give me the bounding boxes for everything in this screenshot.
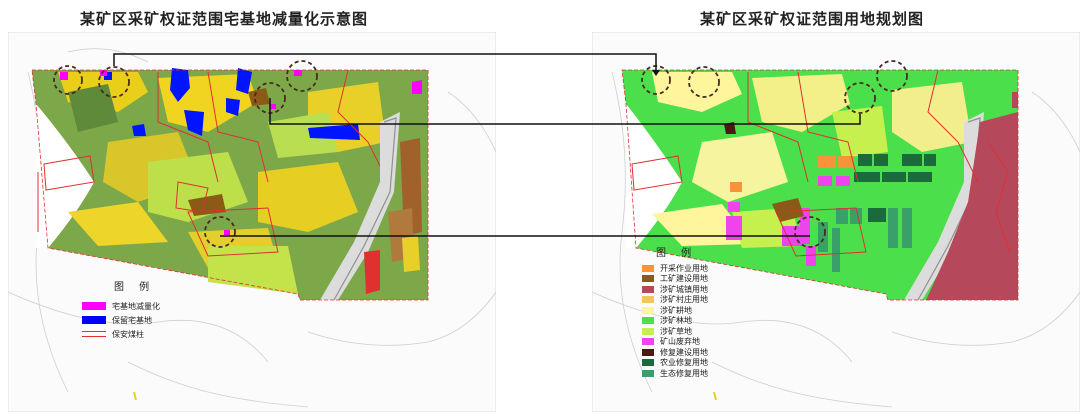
left-map-panel — [8, 32, 496, 412]
right-legend-item-11: 生态修复用地 — [642, 368, 708, 379]
right-circle-2 — [688, 66, 720, 98]
planning-area — [621, 69, 1019, 301]
left-circle-3 — [286, 60, 318, 92]
right-legend-label-5: 涉矿耕地 — [660, 305, 692, 315]
right-legend-item-5: 涉矿耕地 — [642, 305, 708, 316]
retained-homestead-patches — [104, 68, 360, 140]
left-legend-label-3: 保安煤柱 — [112, 329, 144, 339]
left-legend-swatch-1 — [82, 302, 106, 310]
connector-1 — [113, 53, 657, 74]
highlight-circles — [641, 60, 908, 248]
right-legend-item-10: 农业修复用地 — [642, 358, 708, 369]
left-circle-5 — [204, 216, 236, 248]
safety-pillar-lines — [37, 69, 389, 257]
right-legend-swatch-11 — [642, 369, 654, 377]
right-legend-item-1: 开采作业用地 — [642, 263, 708, 274]
left-legend-label-1: 宅基地减量化 — [112, 301, 160, 311]
right-legend-item-8: 矿山废弃地 — [642, 337, 708, 348]
right-legend-item-3: 涉矿城镇用地 — [642, 284, 708, 295]
right-legend-label-11: 生态修复用地 — [660, 368, 708, 378]
right-legend-item-7: 涉矿草地 — [642, 326, 708, 337]
right-legend-label-10: 农业修复用地 — [660, 358, 708, 368]
right-legend-item-4: 涉矿村庄用地 — [642, 295, 708, 306]
right-legend-title: 图 例 — [656, 248, 698, 259]
right-legend-label-3: 涉矿城镇用地 — [660, 284, 708, 294]
right-legend-swatch-10 — [642, 359, 654, 367]
right-circle-5 — [794, 216, 826, 248]
background-boundaries — [592, 71, 1080, 408]
right-legend-label-1: 开采作业用地 — [660, 263, 708, 273]
right-legend-item-9: 修复建设用地 — [642, 347, 708, 358]
right-legend-item-2: 工矿建设用地 — [642, 274, 708, 285]
right-legend-swatch-2 — [642, 275, 654, 283]
right-legend-swatch-1 — [642, 264, 654, 272]
left-legend-item-1: 宅基地减量化 — [82, 299, 160, 313]
right-legend: 图 例 开采作业用地 工矿建设用地 涉矿城镇用地 涉矿村庄用地 涉矿耕地 涉矿林地 涉矿草地… — [642, 244, 708, 379]
left-legend: 图 例 宅基地减量化 保留宅基地 保安煤柱 — [82, 278, 160, 341]
right-legend-swatch-9 — [642, 348, 654, 356]
left-circle-2 — [98, 66, 130, 98]
right-map — [592, 32, 1080, 412]
right-legend-swatch-4 — [642, 296, 654, 304]
right-legend-label-4: 涉矿村庄用地 — [660, 295, 708, 305]
left-map — [8, 32, 496, 412]
pillar-lines — [747, 69, 1011, 257]
right-legend-label-8: 矿山废弃地 — [660, 337, 700, 347]
connector-2 — [269, 98, 861, 125]
left-map-title: 某矿区采矿权证范围宅基地减量化示意图 — [80, 10, 369, 28]
left-legend-label-2: 保留宅基地 — [112, 315, 152, 325]
right-circle-3 — [876, 60, 908, 92]
left-legend-item-3: 保安煤柱 — [82, 327, 160, 341]
right-legend-swatch-5 — [642, 306, 654, 314]
connector-1-arrow — [652, 70, 660, 76]
agricultural-restoration-lots — [854, 154, 936, 222]
left-legend-item-2: 保留宅基地 — [82, 313, 160, 327]
right-legend-swatch-8 — [642, 338, 654, 346]
right-legend-label-7: 涉矿草地 — [660, 326, 692, 336]
right-legend-label-6: 涉矿林地 — [660, 316, 692, 326]
homestead-reduction-spots — [60, 70, 302, 235]
left-legend-swatch-3 — [82, 331, 106, 337]
mining-area — [31, 68, 429, 301]
right-legend-rows: 开采作业用地 工矿建设用地 涉矿城镇用地 涉矿村庄用地 涉矿耕地 涉矿林地 涉矿草地 矿山废弃… — [642, 263, 708, 379]
right-map-panel — [592, 32, 1080, 412]
right-legend-swatch-7 — [642, 327, 654, 335]
right-legend-swatch-6 — [642, 317, 654, 325]
right-legend-label-2: 工矿建设用地 — [660, 274, 708, 284]
right-map-title: 某矿区采矿权证范围用地规划图 — [700, 10, 925, 28]
right-circle-4 — [844, 82, 876, 114]
left-legend-title: 图 例 — [114, 282, 156, 293]
left-circle-1 — [53, 65, 83, 95]
right-legend-swatch-3 — [642, 285, 654, 293]
abandoned-mine-lots — [726, 176, 850, 266]
right-legend-label-9: 修复建设用地 — [660, 347, 708, 357]
left-legend-swatch-2 — [82, 316, 106, 324]
right-legend-item-6: 涉矿林地 — [642, 316, 708, 327]
